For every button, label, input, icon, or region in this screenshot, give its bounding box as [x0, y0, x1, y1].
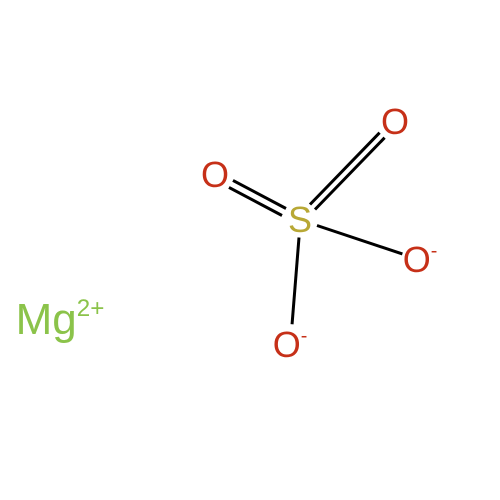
atom-o-b-charge: - — [301, 325, 308, 347]
bond-1-b — [309, 131, 381, 205]
atom-o-upper-left: O — [201, 157, 229, 193]
bond-2 — [317, 224, 404, 255]
atom-o-r-charge: - — [431, 240, 438, 262]
atom-mg-charge: 2+ — [77, 295, 105, 322]
atom-o-right: O- — [403, 242, 438, 278]
molecule-canvas: Mg2+ S O O O- O- — [0, 0, 500, 500]
atom-o-ul-label: O — [201, 154, 229, 195]
atom-o-upper-right: O — [381, 104, 409, 140]
atom-s-label: S — [288, 199, 312, 240]
atom-o-r-label: O — [403, 239, 431, 280]
bond-1-a — [314, 137, 386, 211]
atom-o-b-label: O — [273, 324, 301, 365]
bond-3 — [290, 238, 300, 325]
atom-o-bottom: O- — [273, 327, 308, 363]
atom-mg: Mg2+ — [16, 298, 105, 342]
atom-s: S — [288, 202, 312, 238]
atom-mg-label: Mg — [16, 295, 77, 344]
atom-o-ur-label: O — [381, 101, 409, 142]
